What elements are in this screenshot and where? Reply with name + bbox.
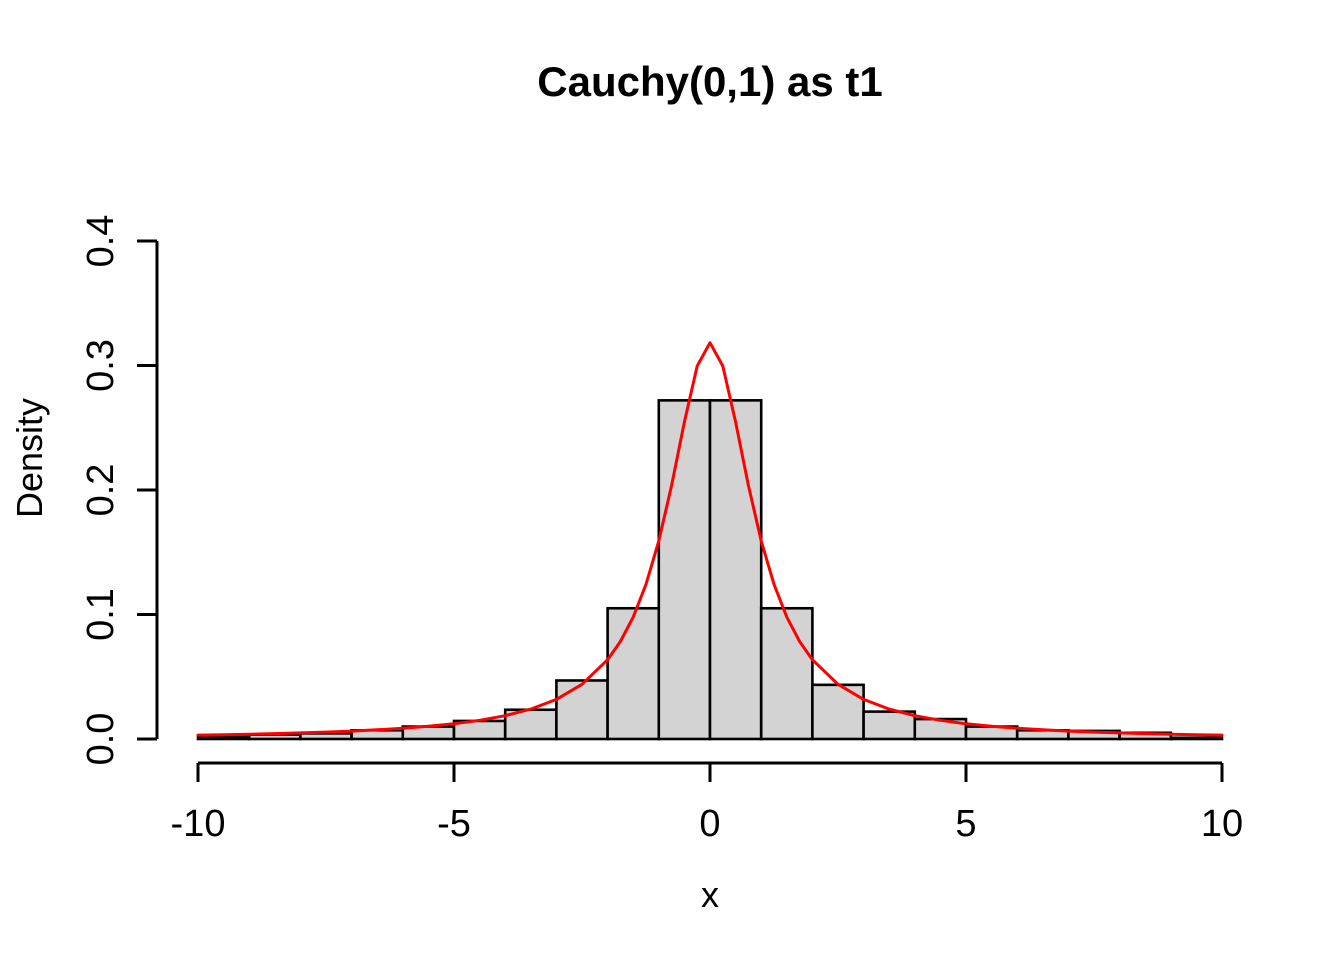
histogram-bar — [196, 735, 251, 741]
histogram-bar — [606, 606, 661, 741]
histogram-bar — [708, 399, 763, 741]
histogram-bar — [1169, 736, 1224, 741]
x-axis-label: x — [701, 874, 719, 915]
histogram-bar — [657, 399, 712, 741]
x-tick-label: 0 — [699, 803, 720, 845]
y-tick-label: 0.2 — [80, 464, 122, 517]
x-tick-label: 10 — [1201, 803, 1243, 845]
y-tick-label: 0.4 — [80, 215, 122, 268]
x-tick-label: -5 — [437, 803, 471, 845]
histogram-bar — [811, 683, 865, 741]
x-tick-label: -10 — [171, 803, 226, 845]
y-tick-label: 0.3 — [80, 339, 122, 392]
histogram-bar — [555, 679, 609, 741]
y-tick-label: 0.1 — [80, 588, 122, 641]
x-tick-label: 5 — [955, 803, 976, 845]
histogram-bar — [759, 606, 814, 741]
y-tick-label: 0.0 — [80, 713, 122, 766]
histogram-bar — [299, 732, 353, 741]
cauchy-0-1-density-curve — [196, 341, 1224, 737]
histogram-bar — [862, 710, 917, 741]
chart-title: Cauchy(0,1) as t1 — [537, 58, 883, 105]
